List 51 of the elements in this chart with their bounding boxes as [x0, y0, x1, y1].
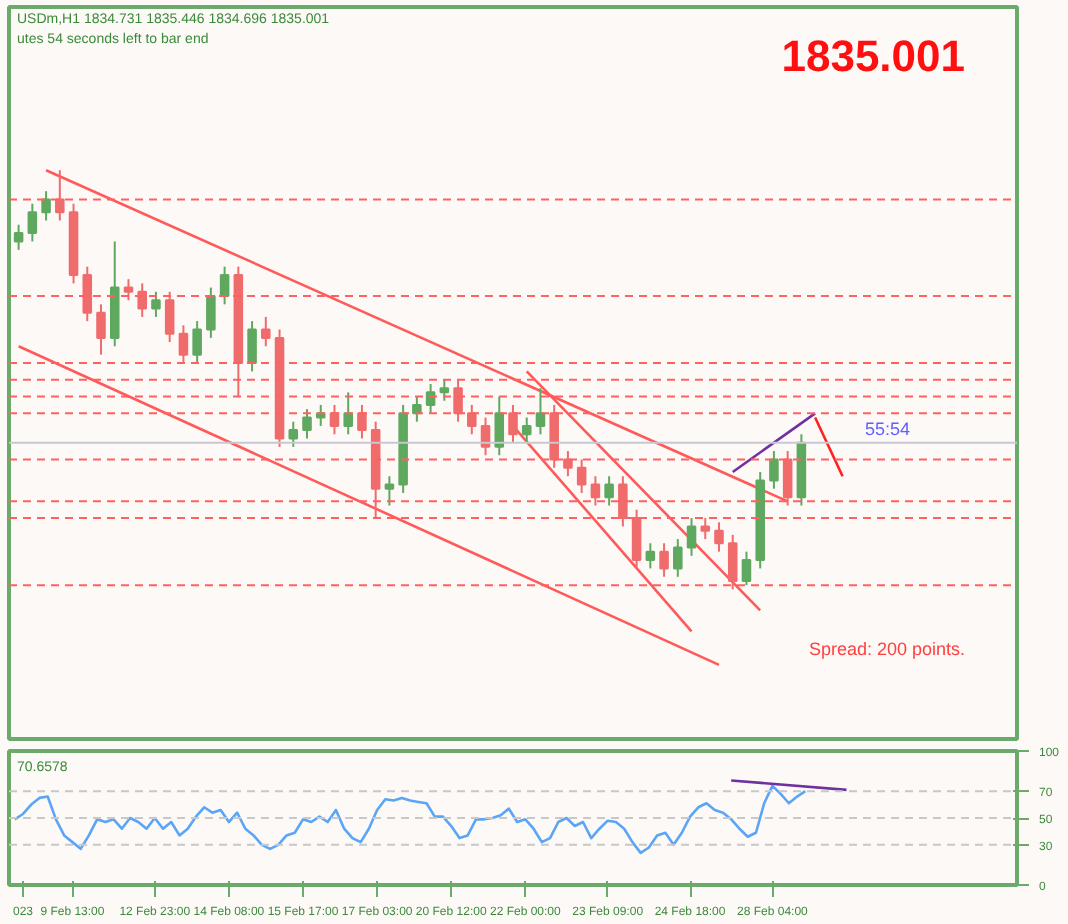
candlestick — [315, 403, 326, 427]
candlestick — [686, 517, 697, 557]
candlestick — [535, 387, 546, 436]
candlestick — [82, 265, 93, 323]
candlestick — [521, 416, 532, 444]
candlestick — [714, 521, 724, 553]
candlestick — [425, 382, 436, 415]
candlestick — [741, 550, 752, 587]
candlestick — [219, 265, 230, 306]
candlestick — [508, 403, 518, 444]
candlestick — [659, 542, 669, 578]
candlestick — [288, 420, 299, 448]
candlestick — [645, 542, 656, 570]
candlestick — [164, 290, 175, 344]
candlestick — [769, 450, 779, 490]
candlestick — [96, 303, 106, 356]
candlestick — [563, 450, 573, 478]
candlestick — [357, 403, 367, 440]
candlestick — [13, 223, 24, 251]
candlestick — [604, 475, 614, 507]
candlestick — [192, 320, 202, 365]
annotation: 55:54 — [865, 419, 911, 439]
candlestick — [727, 533, 738, 591]
candlestick — [247, 320, 257, 373]
candlestick — [618, 475, 628, 528]
candlestick — [590, 475, 601, 507]
candlestick — [55, 169, 65, 222]
text: 1835.001 — [781, 31, 966, 81]
candlestick — [41, 190, 51, 222]
candlestick — [261, 315, 271, 348]
candlestick — [673, 538, 683, 578]
candlestick — [467, 403, 477, 436]
candlestick — [137, 282, 147, 318]
line-series — [13, 784, 807, 855]
candlestick — [439, 378, 450, 402]
candlestick — [494, 395, 505, 457]
candlestick — [453, 378, 463, 423]
candlestick — [384, 475, 395, 507]
candlestick — [151, 290, 161, 318]
candlestick — [782, 450, 793, 507]
candlestick — [576, 458, 587, 494]
candlestick — [123, 278, 134, 302]
candlestick — [27, 202, 38, 243]
candlestick — [302, 408, 312, 440]
candlestick — [178, 324, 189, 365]
candlestick — [631, 508, 642, 570]
candlestick — [343, 391, 353, 436]
text: Spread: 200 points. — [808, 639, 966, 659]
candlestick — [206, 286, 216, 339]
candlestick — [700, 517, 711, 541]
candlestick — [549, 403, 559, 469]
